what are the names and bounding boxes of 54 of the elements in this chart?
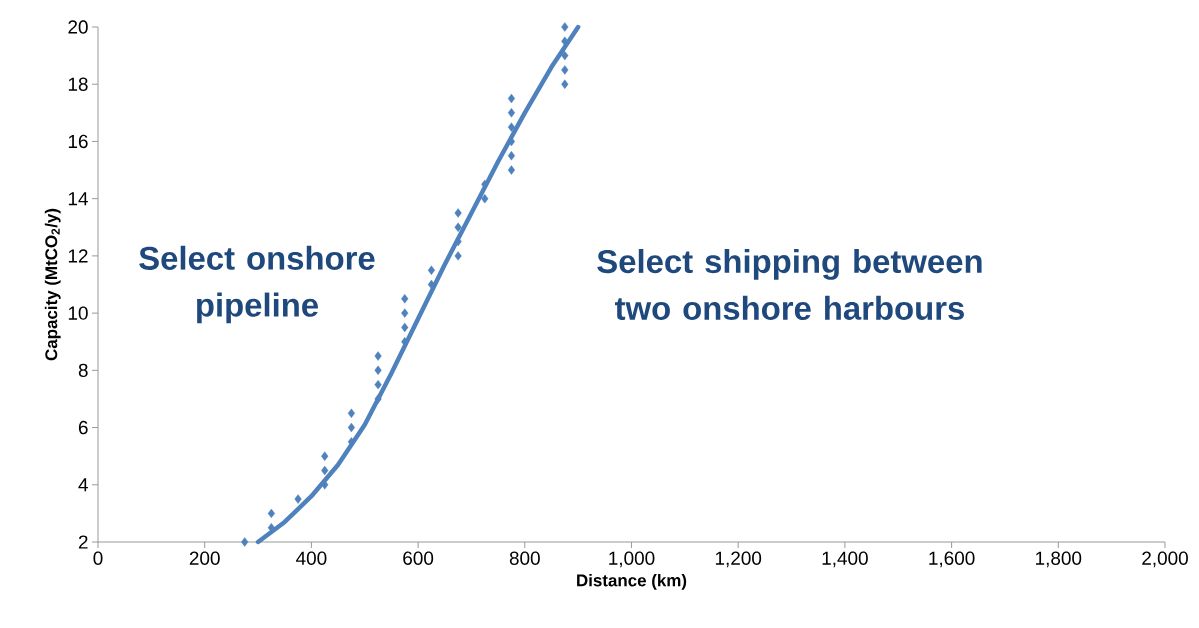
x-tick-label: 600 bbox=[403, 551, 434, 565]
y-tick-label: 16 bbox=[68, 134, 88, 149]
y-tick-label: 8 bbox=[78, 363, 88, 378]
x-tick-label: 800 bbox=[509, 551, 540, 565]
y-tick-label: 10 bbox=[68, 306, 88, 320]
x-tick-label: 2,000 bbox=[1142, 551, 1188, 568]
point bbox=[454, 251, 462, 261]
y-tick-label: 4 bbox=[78, 478, 88, 492]
x-tick-label: 1,800 bbox=[1036, 551, 1082, 568]
point bbox=[321, 465, 329, 476]
point bbox=[561, 79, 569, 89]
point bbox=[374, 365, 382, 376]
annotation: Select shipping between two onshore harbours bbox=[597, 249, 982, 320]
point bbox=[481, 193, 489, 204]
y-tick-label: 6 bbox=[78, 420, 88, 435]
point bbox=[294, 494, 302, 504]
y-tick-label: 20 bbox=[68, 20, 88, 34]
point bbox=[507, 122, 516, 132]
annotation: Select onshore pipeline bbox=[139, 245, 375, 324]
point bbox=[561, 22, 569, 32]
point bbox=[401, 322, 409, 333]
point bbox=[561, 65, 569, 75]
point bbox=[454, 208, 462, 218]
x-tick-label: 1,000 bbox=[609, 551, 655, 568]
point bbox=[374, 394, 382, 404]
point bbox=[507, 93, 516, 104]
x-tick-label: 400 bbox=[296, 551, 327, 565]
point bbox=[267, 508, 275, 519]
point bbox=[347, 408, 355, 418]
point bbox=[347, 422, 355, 433]
point bbox=[427, 279, 435, 290]
point bbox=[321, 451, 329, 461]
point bbox=[561, 50, 569, 61]
point bbox=[401, 294, 409, 304]
x-tick-label: 200 bbox=[189, 551, 220, 565]
y-axis-title: Capacity (MtCO$_{2}$/y) bbox=[44, 208, 61, 361]
point bbox=[507, 165, 516, 175]
y-tick-label: 14 bbox=[68, 192, 88, 206]
point bbox=[241, 537, 249, 547]
point bbox=[427, 265, 435, 275]
y-tick-label: 18 bbox=[68, 77, 88, 91]
point bbox=[507, 108, 516, 118]
point bbox=[454, 222, 462, 232]
x-tick-label: 1,600 bbox=[929, 551, 975, 568]
point bbox=[401, 308, 409, 318]
y-tick-label: 12 bbox=[68, 249, 88, 263]
x-axis-title: Distance (km) bbox=[577, 573, 687, 590]
x-tick-label: 1,200 bbox=[715, 551, 762, 568]
point bbox=[374, 379, 382, 390]
point bbox=[374, 351, 382, 361]
y-tick-label: 2 bbox=[78, 535, 88, 549]
x-tick-label: 0 bbox=[93, 551, 103, 565]
x-tick-label: 1,400 bbox=[822, 551, 868, 568]
point bbox=[507, 151, 516, 161]
